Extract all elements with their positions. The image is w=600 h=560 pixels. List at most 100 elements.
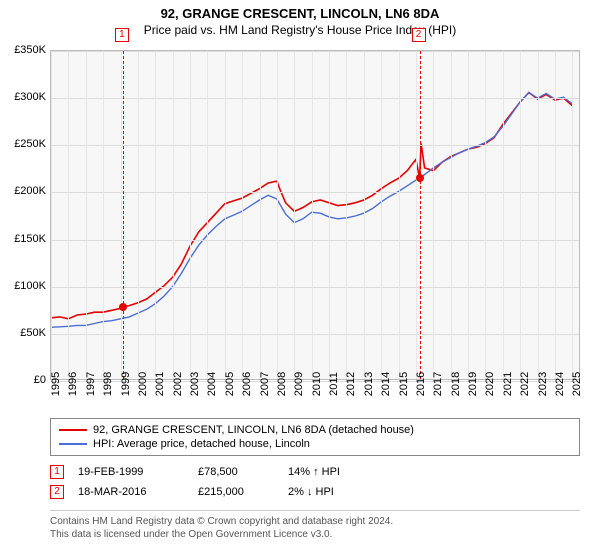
footer: Contains HM Land Registry data © Crown c… <box>50 510 580 541</box>
x-axis-label: 2009 <box>293 372 305 396</box>
gridline-v <box>86 51 87 379</box>
gridline-v <box>520 51 521 379</box>
gridline-v <box>103 51 104 379</box>
gridline-v <box>260 51 261 379</box>
transactions-table: 119-FEB-1999£78,50014% ↑ HPI218-MAR-2016… <box>50 462 580 502</box>
x-axis-label: 2025 <box>571 372 583 396</box>
x-axis-label: 2014 <box>380 372 392 396</box>
gridline-h <box>51 51 579 52</box>
gridline-v <box>416 51 417 379</box>
x-axis-label: 1995 <box>50 372 62 396</box>
footer-line-2: This data is licensed under the Open Gov… <box>50 528 580 541</box>
gridline-v <box>538 51 539 379</box>
x-axis-label: 2010 <box>311 372 323 396</box>
gridline-v <box>190 51 191 379</box>
gridline-v <box>364 51 365 379</box>
chart: £0£50K£100K£150K£200K£250K£300K£350K1995… <box>50 50 580 380</box>
x-axis-label: 2023 <box>537 372 549 396</box>
gridline-v <box>399 51 400 379</box>
gridline-h <box>51 192 579 193</box>
legend-row: HPI: Average price, detached house, Linc… <box>59 437 571 451</box>
y-axis-label: £50K <box>20 327 46 339</box>
gridline-v <box>277 51 278 379</box>
gridline-v <box>572 51 573 379</box>
gridline-v <box>155 51 156 379</box>
x-axis-label: 1997 <box>85 372 97 396</box>
x-axis-label: 2006 <box>241 372 253 396</box>
x-axis-label: 2012 <box>345 372 357 396</box>
transaction-marker-box: 2 <box>412 28 426 42</box>
transaction-vline <box>420 51 421 379</box>
x-axis-label: 2022 <box>519 372 531 396</box>
transaction-marker-box: 1 <box>115 28 129 42</box>
transaction-dot <box>416 174 424 182</box>
gridline-v <box>242 51 243 379</box>
legend: 92, GRANGE CRESCENT, LINCOLN, LN6 8DA (d… <box>50 418 580 456</box>
x-axis-label: 1998 <box>102 372 114 396</box>
transaction-pct: 2% ↓ HPI <box>288 486 388 498</box>
x-axis-label: 2011 <box>328 372 340 396</box>
x-axis-label: 2024 <box>554 372 566 396</box>
gridline-v <box>329 51 330 379</box>
gridline-h <box>51 98 579 99</box>
transaction-row: 2 18-MAR-2016£215,0002% ↓ HPI <box>50 482 580 502</box>
gridline-h <box>51 240 579 241</box>
gridline-v <box>225 51 226 379</box>
x-axis-label: 2015 <box>398 372 410 396</box>
legend-label: 92, GRANGE CRESCENT, LINCOLN, LN6 8DA (d… <box>93 424 414 436</box>
x-axis-label: 2005 <box>224 372 236 396</box>
y-axis-label: £200K <box>14 185 46 197</box>
gridline-v <box>503 51 504 379</box>
x-axis-label: 2019 <box>467 372 479 396</box>
transaction-price: £215,000 <box>198 486 288 498</box>
legend-row: 92, GRANGE CRESCENT, LINCOLN, LN6 8DA (d… <box>59 423 571 437</box>
gridline-v <box>555 51 556 379</box>
y-axis-label: £350K <box>14 44 46 56</box>
x-axis-label: 1999 <box>120 372 132 396</box>
gridline-v <box>451 51 452 379</box>
page-title: 92, GRANGE CRESCENT, LINCOLN, LN6 8DA <box>0 0 600 21</box>
x-axis-label: 1996 <box>67 372 79 396</box>
gridline-v <box>312 51 313 379</box>
gridline-v <box>68 51 69 379</box>
y-axis-label: £300K <box>14 91 46 103</box>
y-axis-label: £150K <box>14 233 46 245</box>
x-axis-label: 2001 <box>154 372 166 396</box>
y-axis-label: £250K <box>14 138 46 150</box>
transaction-row-marker: 1 <box>50 465 64 479</box>
page-subtitle: Price paid vs. HM Land Registry's House … <box>0 21 600 37</box>
gridline-v <box>433 51 434 379</box>
y-axis-label: £0 <box>34 374 46 386</box>
gridline-h <box>51 334 579 335</box>
transaction-pct: 14% ↑ HPI <box>288 466 388 478</box>
gridline-h <box>51 287 579 288</box>
x-axis-label: 2000 <box>137 372 149 396</box>
legend-label: HPI: Average price, detached house, Linc… <box>93 438 310 450</box>
plot-area <box>50 50 580 380</box>
x-axis-label: 2002 <box>172 372 184 396</box>
transaction-date: 18-MAR-2016 <box>78 486 198 498</box>
gridline-v <box>346 51 347 379</box>
transaction-row-marker: 2 <box>50 485 64 499</box>
legend-swatch <box>59 429 87 431</box>
x-axis-label: 2017 <box>432 372 444 396</box>
x-axis-label: 2007 <box>259 372 271 396</box>
gridline-v <box>468 51 469 379</box>
gridline-v <box>138 51 139 379</box>
gridline-v <box>51 51 52 379</box>
transaction-row: 119-FEB-1999£78,50014% ↑ HPI <box>50 462 580 482</box>
x-axis-label: 2008 <box>276 372 288 396</box>
x-axis-label: 2020 <box>484 372 496 396</box>
chart-lines <box>51 51 581 381</box>
transaction-date: 19-FEB-1999 <box>78 466 198 478</box>
x-axis-label: 2018 <box>450 372 462 396</box>
legend-swatch <box>59 443 87 445</box>
x-axis-label: 2004 <box>206 372 218 396</box>
y-axis-label: £100K <box>14 280 46 292</box>
gridline-v <box>485 51 486 379</box>
transaction-dot <box>119 303 127 311</box>
gridline-v <box>173 51 174 379</box>
x-axis-label: 2016 <box>415 372 427 396</box>
gridline-h <box>51 145 579 146</box>
gridline-v <box>381 51 382 379</box>
